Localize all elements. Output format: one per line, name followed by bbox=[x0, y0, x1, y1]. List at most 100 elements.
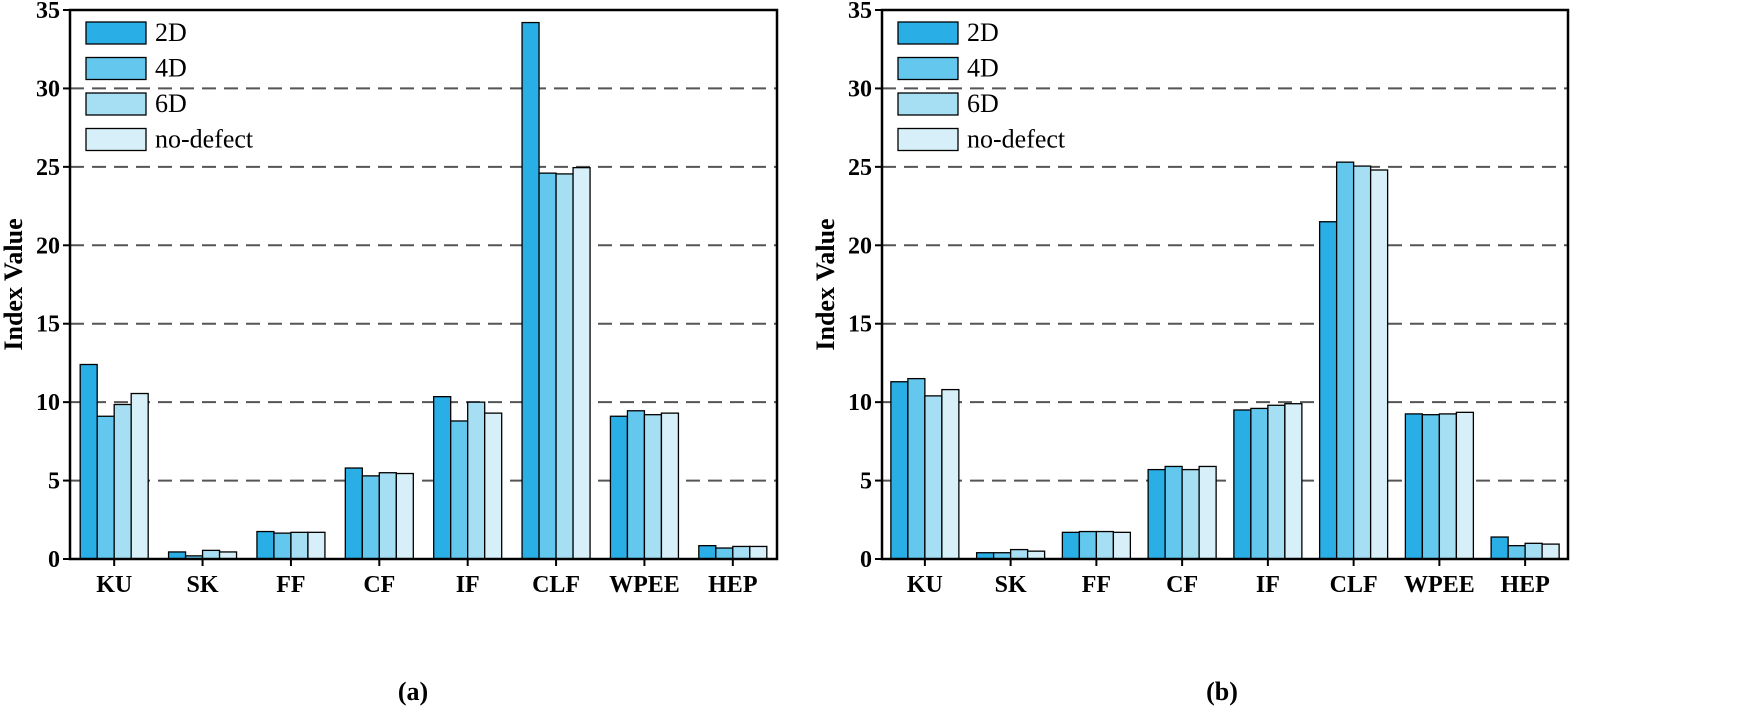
legend-swatch-no-defect bbox=[897, 127, 959, 152]
y-tick-label: 15 bbox=[848, 312, 872, 338]
y-axis-title: Index Value bbox=[811, 218, 840, 350]
bar-cf-4d bbox=[1164, 465, 1183, 560]
y-tick-label: 20 bbox=[848, 233, 872, 259]
x-tick-label: WPEE bbox=[609, 572, 680, 598]
x-tick-label: CF bbox=[1166, 572, 1198, 598]
bar-hep-4d bbox=[715, 547, 734, 560]
bar-sk-6d bbox=[201, 549, 221, 560]
bar-if-no-defect bbox=[484, 412, 503, 560]
y-tick-label: 25 bbox=[848, 155, 872, 181]
bar-wpee-6d bbox=[1438, 413, 1458, 560]
legend-swatch-6d bbox=[897, 92, 959, 116]
y-tick-label: 5 bbox=[860, 469, 872, 495]
x-tick-label: SK bbox=[995, 572, 1027, 598]
bar-wpee-4d bbox=[1421, 414, 1441, 560]
y-tick-label: 5 bbox=[48, 469, 60, 495]
legend-label-6d: 6D bbox=[155, 89, 187, 118]
y-tick-label: 20 bbox=[36, 233, 60, 259]
legend-label-4d: 4D bbox=[967, 54, 999, 83]
bar-wpee-4d bbox=[626, 410, 646, 560]
x-tick-label: KU bbox=[96, 572, 132, 598]
bar-ku-2d bbox=[79, 363, 98, 560]
x-tick-label: WPEE bbox=[1404, 572, 1475, 598]
bar-cf-2d bbox=[1147, 468, 1166, 560]
y-tick-label: 35 bbox=[36, 0, 60, 24]
bar-ku-no-defect bbox=[941, 388, 960, 560]
x-tick-label: FF bbox=[1082, 572, 1111, 598]
bar-ff-2d bbox=[1061, 531, 1081, 560]
bar-ku-no-defect bbox=[130, 392, 149, 560]
bar-wpee-2d bbox=[1404, 413, 1424, 560]
bar-cf-6d bbox=[378, 472, 397, 560]
bar-if-2d bbox=[1233, 409, 1252, 560]
bar-sk-6d bbox=[1009, 548, 1029, 560]
bar-if-6d bbox=[1267, 404, 1286, 560]
bar-ff-no-defect bbox=[307, 531, 326, 560]
chart-panel-a: KU SK FF CF IF CLF WPEE HEP 0 5 10 15 20 25 30 35 Index … bbox=[0, 0, 779, 706]
bar-cf-2d bbox=[344, 467, 363, 560]
bar-hep-6d bbox=[1524, 542, 1543, 560]
chart-panel-b: KU SK FF CF IF CLF WPEE HEP 0 5 10 15 20 25 30 35 Index … bbox=[811, 0, 1570, 706]
bar-clf-2d bbox=[1318, 221, 1338, 560]
bar-hep-no-defect bbox=[1541, 543, 1560, 560]
y-tick-label: 0 bbox=[48, 547, 60, 573]
x-tick-label: CLF bbox=[532, 572, 580, 598]
x-tick-label: KU bbox=[907, 572, 943, 598]
bar-ff-6d bbox=[290, 531, 309, 560]
bar-ff-no-defect bbox=[1112, 531, 1132, 560]
y-tick-label: 10 bbox=[848, 390, 872, 416]
x-tick-label: IF bbox=[1256, 572, 1280, 598]
y-tick-label: 10 bbox=[36, 390, 60, 416]
legend-label-2d: 2D bbox=[967, 18, 999, 47]
legend-label-no-defect: no-defect bbox=[155, 125, 254, 154]
y-axis-title: Index Value bbox=[0, 218, 28, 350]
bar-clf-6d bbox=[1352, 165, 1372, 560]
legend-label-4d: 4D bbox=[155, 54, 187, 83]
y-tick-label: 15 bbox=[36, 312, 60, 338]
bar-hep-2d bbox=[1490, 536, 1509, 560]
plot-frame bbox=[68, 8, 779, 561]
bar-wpee-no-defect bbox=[1455, 411, 1475, 560]
y-tick-label: 25 bbox=[36, 155, 60, 181]
panel-label: (a) bbox=[398, 677, 428, 706]
bar-if-4d bbox=[1250, 407, 1269, 560]
bar-ff-4d bbox=[273, 532, 292, 560]
bar-cf-no-defect bbox=[395, 472, 414, 560]
legend-swatch-2d bbox=[85, 21, 147, 45]
bar-cf-no-defect bbox=[1198, 465, 1217, 560]
plot-frame bbox=[880, 8, 1570, 561]
bar-clf-6d bbox=[555, 173, 574, 560]
x-tick-label: IF bbox=[456, 572, 480, 598]
bar-ku-4d bbox=[907, 377, 926, 560]
y-tick-label: 30 bbox=[848, 76, 872, 102]
legend: 2D 4D 6D no-defect bbox=[85, 18, 254, 154]
x-tick-label: CLF bbox=[1330, 572, 1378, 598]
bar-ku-2d bbox=[890, 381, 909, 560]
legend-swatch-2d bbox=[897, 21, 959, 45]
bar-if-6d bbox=[467, 401, 486, 560]
bar-ff-6d bbox=[1095, 530, 1115, 560]
bar-wpee-no-defect bbox=[660, 412, 680, 560]
bar-if-2d bbox=[433, 396, 452, 560]
bar-cf-4d bbox=[361, 475, 380, 560]
bar-ku-6d bbox=[924, 395, 943, 560]
legend-swatch-no-defect bbox=[85, 127, 147, 152]
bar-if-no-defect bbox=[1284, 403, 1303, 560]
y-tick-label: 30 bbox=[36, 76, 60, 102]
x-tick-label: CF bbox=[363, 572, 395, 598]
legend-label-6d: 6D bbox=[967, 89, 999, 118]
bar-hep-6d bbox=[732, 545, 751, 560]
bar-if-4d bbox=[450, 420, 469, 560]
x-tick-label: FF bbox=[276, 572, 305, 598]
bar-ff-2d bbox=[256, 530, 275, 560]
bar-clf-no-defect bbox=[1369, 169, 1389, 560]
legend-swatch-4d bbox=[85, 56, 147, 81]
x-tick-label: SK bbox=[187, 572, 219, 598]
bar-clf-4d bbox=[538, 172, 557, 560]
bar-clf-2d bbox=[521, 21, 540, 560]
bar-ku-6d bbox=[113, 403, 132, 560]
legend-label-no-defect: no-defect bbox=[967, 125, 1066, 154]
x-tick-label: HEP bbox=[708, 572, 757, 598]
bar-clf-no-defect bbox=[572, 166, 591, 560]
